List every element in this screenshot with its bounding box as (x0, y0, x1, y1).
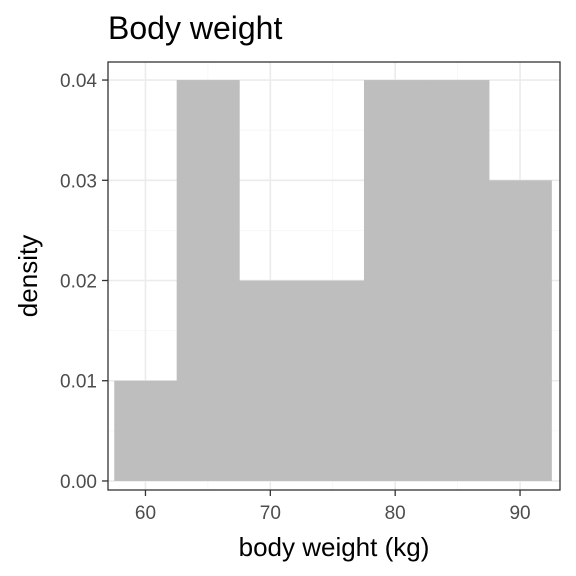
histogram-bar (489, 180, 552, 481)
chart-title: Body weight (108, 10, 282, 46)
y-axis: 0.00 0.01 0.02 0.03 0.04 (60, 71, 108, 493)
x-tick-label: 90 (509, 503, 530, 524)
x-tick-label: 60 (135, 503, 156, 524)
y-tick-label: 0.04 (60, 71, 97, 92)
histogram-bar (114, 381, 177, 481)
y-tick-label: 0.02 (60, 272, 97, 293)
x-tick-label: 80 (385, 503, 406, 524)
histogram-bar (426, 80, 489, 481)
y-tick-label: 0.03 (60, 171, 97, 192)
y-tick-label: 0.01 (60, 372, 97, 393)
histogram-bar (364, 80, 427, 481)
y-axis-title: density (13, 235, 43, 317)
histogram-bar (177, 80, 240, 481)
histogram-bar (302, 281, 365, 481)
x-tick-label: 70 (260, 503, 281, 524)
x-axis: 60 70 80 90 (135, 490, 531, 524)
histogram-bar (239, 281, 302, 481)
y-tick-label: 0.00 (60, 472, 97, 493)
x-axis-title: body weight (kg) (239, 532, 430, 562)
